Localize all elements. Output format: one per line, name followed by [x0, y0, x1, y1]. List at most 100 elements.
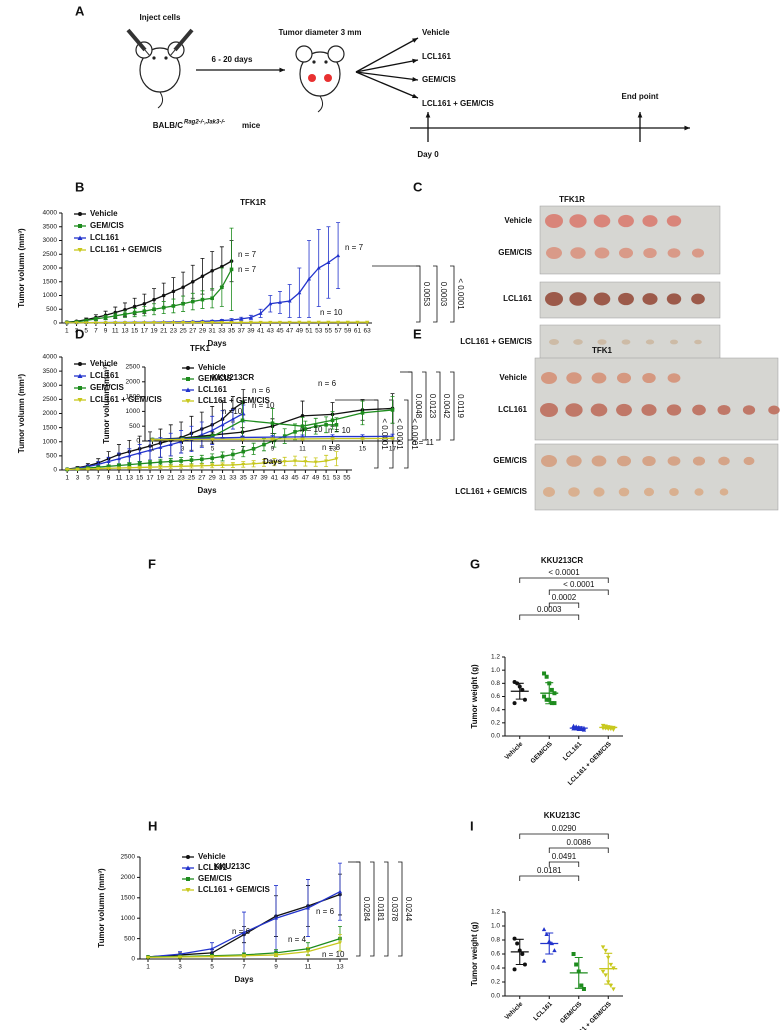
x-tick-label: 53 [315, 328, 323, 335]
x-axis-label: Days [234, 975, 254, 984]
end-label: End point [622, 92, 659, 101]
point [297, 290, 302, 295]
point [261, 461, 266, 466]
category-label: GEM/CIS [530, 740, 555, 765]
p-value: 0.0181 [376, 897, 385, 922]
point [297, 320, 302, 325]
bracket [450, 265, 455, 323]
point [324, 423, 328, 427]
point [179, 459, 183, 463]
x-tick-label: 21 [167, 475, 175, 482]
bracket [398, 861, 403, 957]
x-tick-label: 63 [364, 328, 372, 335]
point [158, 445, 163, 449]
category-label: GEM/CIS [559, 1000, 584, 1025]
y-tick-label: 1000 [43, 292, 58, 299]
arm-label: LCL161 [422, 52, 451, 61]
x-tick-label: 35 [240, 475, 248, 482]
x-tick-label: 31 [219, 475, 227, 482]
point [132, 321, 137, 325]
x-tick-label: 3 [181, 446, 185, 453]
point [512, 701, 517, 706]
legend-label: GEM/CIS [198, 374, 232, 383]
p-value: 0.0123 [428, 394, 437, 419]
chart-title: KKU213CR [212, 373, 254, 382]
tumor [667, 248, 681, 258]
p-value: < 0.0001 [563, 580, 595, 589]
p-value: 0.0119 [456, 394, 465, 418]
legend-marker [78, 212, 82, 216]
tumor [543, 487, 555, 497]
point [552, 701, 557, 706]
bracket [416, 265, 421, 323]
x-tick-label: 7 [241, 446, 245, 453]
point [150, 438, 155, 442]
x-tick-label: 11 [299, 446, 306, 453]
x-tick-label: 25 [179, 328, 187, 335]
sd-bar [574, 726, 583, 730]
point [127, 453, 132, 458]
point [365, 320, 370, 325]
point [515, 941, 520, 946]
y-tick-label: 500 [129, 423, 140, 430]
point [336, 320, 341, 325]
x-tick-label: 1 [151, 446, 155, 453]
tumor [549, 339, 559, 345]
x-tick-label: 9 [104, 328, 108, 335]
x-tick-label: 11 [112, 328, 119, 335]
x-tick-label: 51 [322, 475, 330, 482]
x-tick-label: 19 [150, 328, 158, 335]
legend-marker [78, 386, 82, 390]
y-tick-label: 2000 [126, 379, 141, 386]
point [132, 310, 137, 315]
mouse-eye [164, 56, 168, 60]
point [326, 260, 331, 264]
point [603, 973, 608, 978]
x-tick-label: 51 [305, 328, 313, 335]
arrow-head [637, 112, 643, 118]
annotation: n = 8 [322, 443, 341, 452]
point [355, 320, 360, 325]
p-value: 0.0003 [537, 605, 562, 614]
point [229, 267, 234, 272]
tumor [694, 488, 704, 496]
point [239, 316, 244, 321]
mice-label: mice [242, 121, 261, 130]
x-tick-label: 13 [126, 475, 134, 482]
tumor [667, 456, 681, 466]
bracket [408, 371, 413, 441]
series-line [66, 260, 232, 323]
point [122, 321, 127, 325]
point [303, 427, 308, 431]
point [180, 438, 185, 442]
x-tick-label: 5 [86, 475, 90, 482]
arrow [355, 71, 419, 99]
annotation: n = 10 [252, 401, 275, 410]
x-tick-label: 5 [210, 964, 214, 971]
sd-bar [545, 682, 554, 705]
tumor [621, 339, 631, 345]
y-tick-label: 2500 [121, 854, 136, 861]
arm-label: LCL161 + GEM/CIS [422, 99, 494, 108]
y-tick-label: 2000 [43, 265, 58, 272]
sd-bar [604, 725, 613, 730]
panel-label: G [470, 556, 480, 571]
point [142, 321, 147, 325]
point [262, 442, 266, 447]
annotation: n = 6 [316, 907, 335, 916]
point [334, 457, 339, 461]
point [542, 694, 547, 699]
legend-marker [78, 224, 82, 228]
point [541, 927, 547, 932]
y-tick-label: 0.4 [491, 965, 500, 972]
y-tick-label: 0 [131, 956, 135, 963]
point [229, 320, 234, 325]
point [544, 932, 549, 936]
y-axis-label: Tumor volumn (mm³) [97, 868, 106, 948]
legend-label: GEM/CIS [90, 383, 124, 392]
point [178, 955, 182, 960]
p-value: 0.0491 [552, 852, 577, 861]
bracket [422, 371, 427, 441]
tumor [643, 487, 655, 497]
point [326, 320, 331, 325]
